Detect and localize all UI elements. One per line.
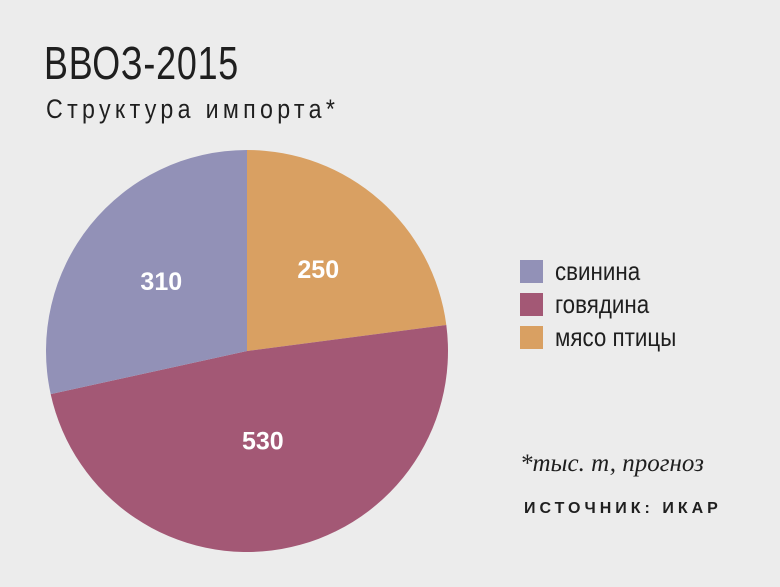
legend-swatch-pork [520,260,543,283]
legend-item-pork: свинина [520,255,696,288]
pie-value-label-beef: 530 [242,428,284,456]
pie-slice-pork [45,150,247,395]
units-note: *тыс. т, прогноз [520,450,704,477]
legend-swatch-beef [520,293,543,316]
legend-label-beef: говядина [555,289,650,319]
chart-subtitle: Структура импорта* [46,94,340,124]
pie-value-label-poultry: 250 [297,256,339,284]
pie-value-label-pork: 310 [140,268,182,296]
legend: свинина говядина мясо птицы [520,255,696,354]
legend-swatch-poultry [520,326,543,349]
pie-slice-beef [50,325,448,552]
legend-item-beef: говядина [520,288,696,321]
source-credit: ИСТОЧНИК: ИКАР [524,500,722,517]
legend-label-pork: свинина [555,256,641,286]
legend-label-poultry: мясо птицы [555,322,677,352]
legend-item-poultry: мясо птицы [520,321,696,354]
pie-slice-poultry [247,150,447,351]
chart-title: ВВОЗ-2015 [44,37,240,89]
